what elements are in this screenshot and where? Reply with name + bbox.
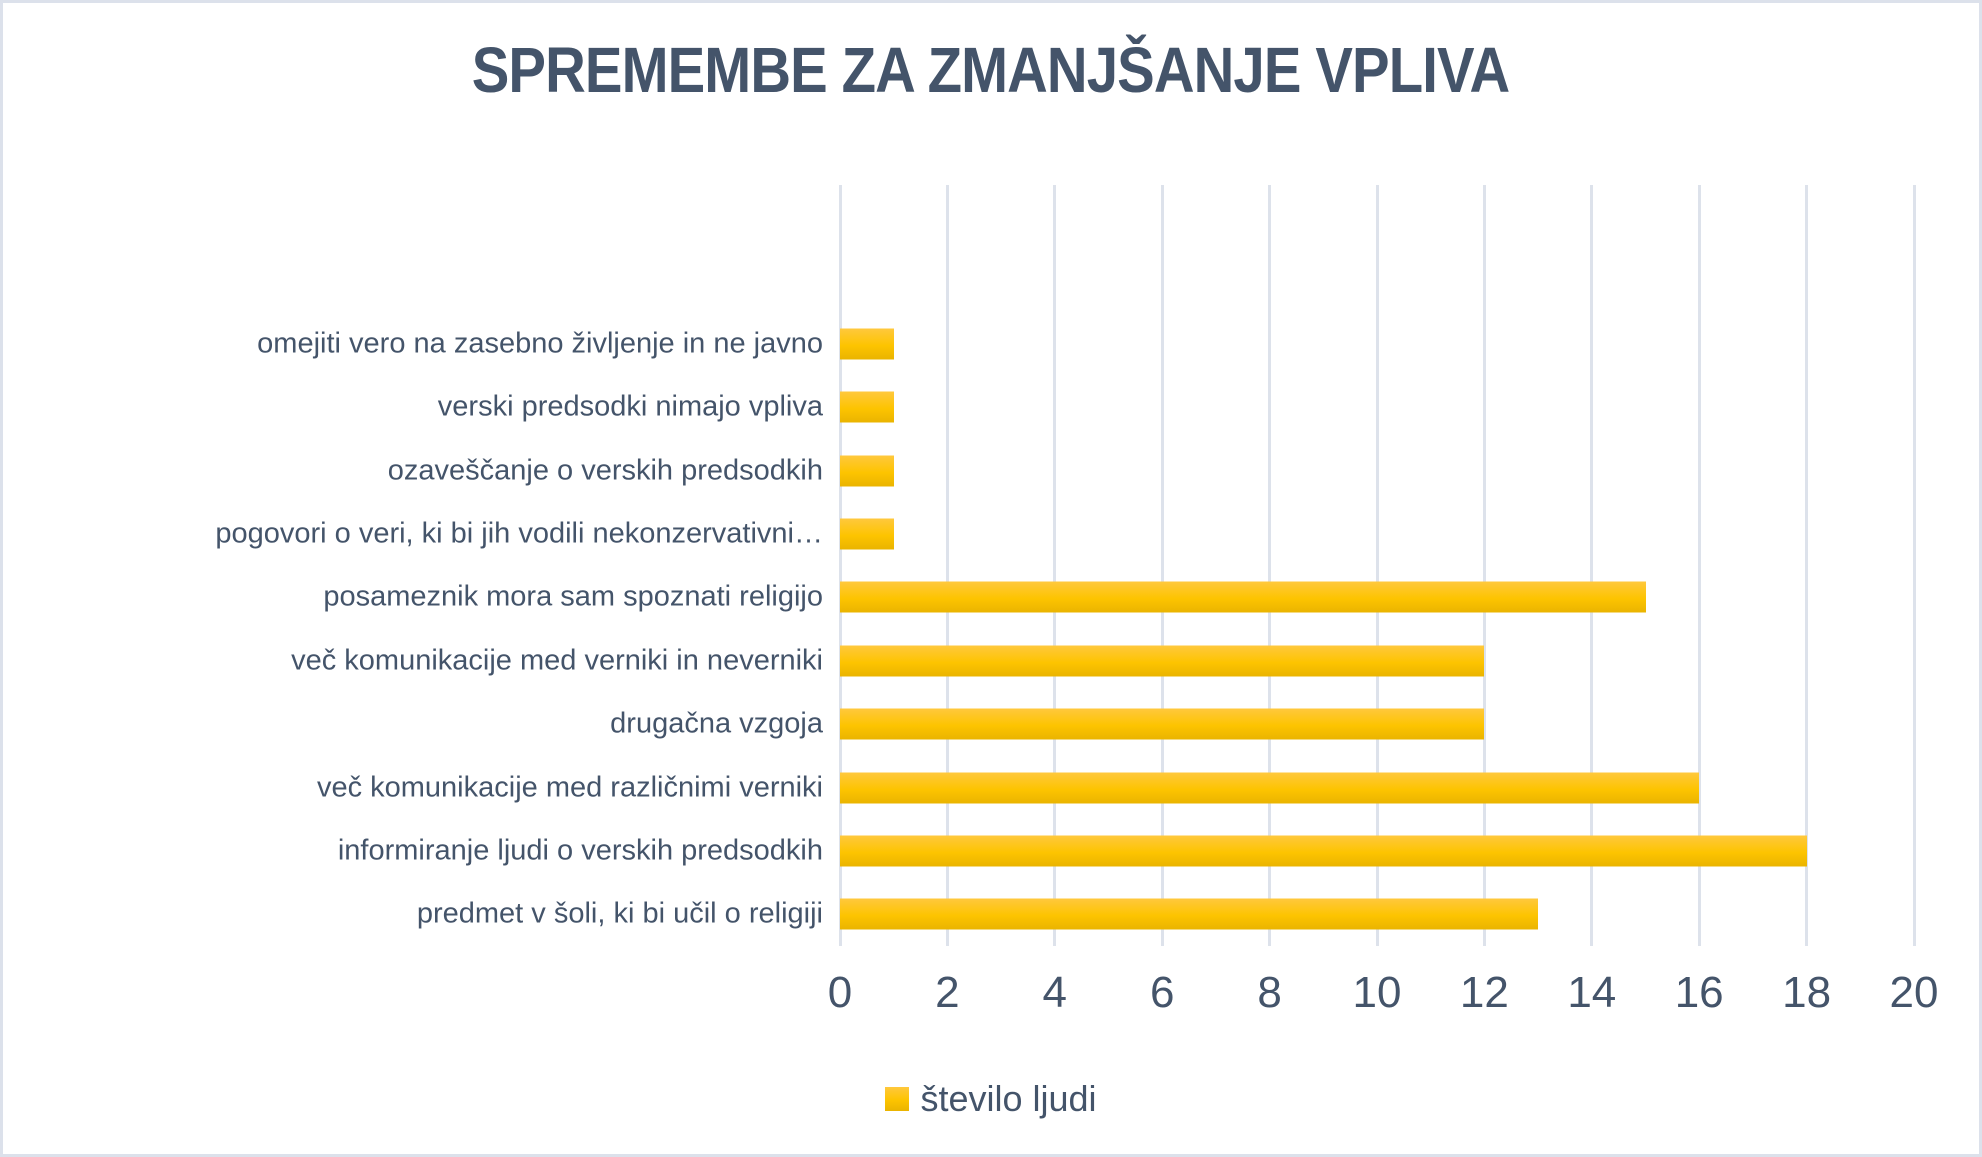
gridline — [1268, 185, 1272, 946]
bar — [840, 581, 1646, 613]
x-axis-tick-label: 6 — [1149, 968, 1175, 1017]
category-label: verski predsodki nimajo vpliva — [437, 390, 823, 423]
x-axis-tick-label: 8 — [1257, 968, 1282, 1017]
bar — [840, 455, 894, 487]
bar — [840, 645, 1485, 677]
category-rows: omejiti vero na zasebno življenje in ne … — [215, 312, 1914, 946]
category-row: posameznik mora sam spoznati religijo — [323, 566, 1914, 629]
category-row: omejiti vero na zasebno življenje in ne … — [257, 312, 1914, 375]
gridline — [1697, 185, 1701, 946]
x-axis-tick-label: 12 — [1459, 968, 1509, 1017]
category-row: informiranje ljudi o verskih predsodkih — [338, 819, 1914, 882]
category-label: omejiti vero na zasebno življenje in ne … — [257, 327, 823, 360]
bar — [840, 391, 894, 423]
gridline — [945, 185, 949, 946]
gridline — [1805, 185, 1809, 946]
gridline — [1053, 185, 1057, 946]
category-label: predmet v šoli, ki bi učil o religiji — [416, 897, 823, 930]
x-axis-tick-label: 18 — [1782, 968, 1832, 1017]
gridline — [1912, 185, 1916, 946]
category-row: več komunikacije med različnimi verniki — [317, 756, 1914, 819]
legend: število ljudi — [3, 1075, 1979, 1123]
category-label: informiranje ljudi o verskih predsodkih — [337, 834, 823, 867]
category-row: drugačna vzgoja — [610, 692, 1914, 755]
plot-area: omejiti vero na zasebno življenje in ne … — [215, 185, 1916, 946]
bar — [840, 328, 894, 360]
gridline — [1590, 185, 1594, 946]
x-axis-tick-label: 0 — [827, 968, 853, 1017]
bar — [840, 518, 894, 550]
chart-title-text: SPREMEMBE ZA ZMANJŠANJE VPLIVA — [472, 34, 1510, 106]
x-axis-tick-label: 20 — [1889, 968, 1939, 1017]
category-row: predmet v šoli, ki bi učil o religiji — [417, 883, 1914, 946]
category-row: več komunikacije med verniki in nevernik… — [291, 629, 1914, 692]
category-label: več komunikacije med verniki in nevernik… — [291, 644, 823, 677]
category-row: ozaveščanje o verskih predsodkih — [388, 439, 1914, 502]
bar — [840, 708, 1485, 740]
gridline — [1375, 185, 1379, 946]
bar — [840, 772, 1700, 804]
category-label: drugačna vzgoja — [610, 707, 823, 740]
category-row: pogovori o veri, ki bi jih vodili nekonz… — [215, 502, 1914, 565]
x-axis-tick-labels: 0 2 4 6 8 10 12 14 16 18 20 — [828, 968, 1939, 1021]
bar — [840, 835, 1807, 867]
bar — [840, 898, 1539, 930]
gridline — [838, 185, 842, 946]
category-label: ozaveščanje o verskih predsodkih — [387, 453, 823, 486]
legend-color-swatch — [885, 1087, 910, 1111]
x-axis-tick-label: 14 — [1567, 968, 1617, 1017]
category-label: posameznik mora sam spoznati religijo — [323, 580, 823, 613]
x-axis-tick-label: 4 — [1042, 968, 1068, 1017]
gridline — [1482, 185, 1486, 946]
x-axis-tick-label: 2 — [935, 968, 960, 1017]
gridline — [1160, 185, 1164, 946]
legend-label: število ljudi — [920, 1078, 1097, 1119]
category-label: več komunikacije med različnimi verniki — [316, 770, 823, 803]
chart-title: SPREMEMBE ZA ZMANJŠANJE VPLIVA — [3, 33, 1979, 107]
x-axis-tick-label: 16 — [1674, 968, 1724, 1017]
x-axis-tick-label: 10 — [1352, 968, 1402, 1017]
category-label: pogovori o veri, ki bi jih vodili nekonz… — [215, 517, 823, 550]
category-row: verski predsodki nimajo vpliva — [438, 375, 1914, 438]
